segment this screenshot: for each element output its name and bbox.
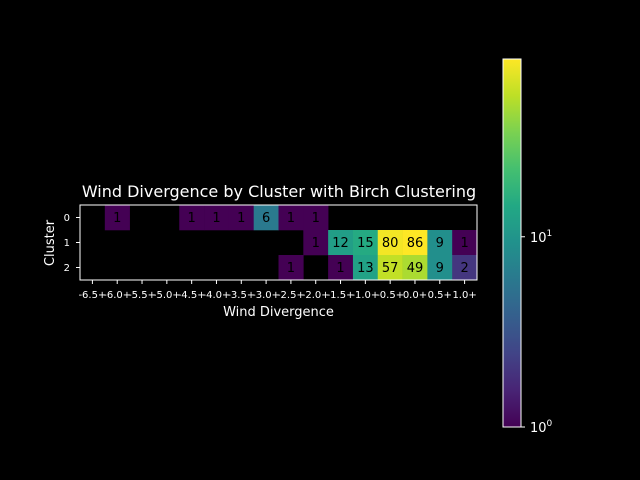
colorbar-tick-label: 101 bbox=[530, 229, 552, 246]
x-tick-label: 0.0+ bbox=[403, 290, 427, 301]
cell-value-label: 57 bbox=[382, 261, 399, 276]
y-axis-ticks: 0 1 2 bbox=[64, 213, 80, 274]
x-axis-ticks: -6.5+-6.0+-5.5+-5.0+-4.5+-4.0+-3.5+-3.0+… bbox=[78, 280, 477, 301]
heatmap-cell bbox=[427, 255, 453, 281]
heatmap-cell bbox=[452, 230, 478, 256]
heatmap-cell bbox=[377, 230, 403, 256]
x-tick-label: -1.5+ bbox=[327, 290, 355, 301]
colorbar bbox=[502, 58, 522, 428]
cell-value-label: 12 bbox=[332, 236, 349, 251]
heatmap-cell bbox=[303, 205, 329, 231]
y-tick-label: 1 bbox=[64, 238, 70, 249]
heatmap-cell bbox=[352, 255, 379, 281]
x-tick-label: -4.5+ bbox=[178, 290, 206, 301]
cell-value-label: 49 bbox=[407, 261, 424, 276]
cell-value-label: 9 bbox=[436, 261, 444, 276]
x-tick-label: -6.0+ bbox=[103, 290, 131, 301]
cell-value-label: 2 bbox=[460, 261, 468, 276]
colorbar-tick-label: 100 bbox=[530, 419, 553, 436]
cell-value-label: 1 bbox=[188, 211, 196, 226]
cell-value-label: 6 bbox=[262, 211, 270, 226]
heatmap-cell bbox=[253, 205, 279, 231]
y-tick-label: 0 bbox=[64, 213, 70, 224]
heatmap-cell bbox=[377, 255, 403, 281]
x-tick-label: -5.5+ bbox=[128, 290, 156, 301]
cell-value-label: 1 bbox=[312, 236, 320, 251]
cell-value-label: 1 bbox=[113, 211, 121, 226]
y-axis-label: Cluster bbox=[43, 219, 58, 266]
heatmap-cell bbox=[278, 205, 304, 231]
heatmap-cell bbox=[303, 230, 329, 256]
x-tick-label: 1.0+ bbox=[452, 290, 476, 301]
cell-value-label: 9 bbox=[436, 236, 444, 251]
x-tick-label: -3.5+ bbox=[227, 290, 255, 301]
x-tick-label: -2.0+ bbox=[302, 290, 330, 301]
heatmap-cell bbox=[278, 255, 304, 281]
x-axis-label: Wind Divergence bbox=[223, 305, 334, 320]
y-tick-label: 2 bbox=[64, 263, 70, 274]
heatmap-cell bbox=[328, 230, 354, 256]
cell-value-label: 86 bbox=[407, 236, 424, 251]
x-tick-label: -4.0+ bbox=[203, 290, 231, 301]
heatmap-cell bbox=[104, 205, 130, 231]
heatmap-cell bbox=[228, 205, 254, 231]
cell-value-label: 1 bbox=[460, 236, 468, 251]
cell-value-label: 80 bbox=[382, 236, 399, 251]
x-tick-label: -5.0+ bbox=[153, 290, 181, 301]
x-tick-label: -2.5+ bbox=[277, 290, 305, 301]
chart-title: Wind Divergence by Cluster with Birch Cl… bbox=[82, 182, 476, 201]
x-tick-label: -0.5+ bbox=[376, 290, 404, 301]
colorbar-ticks: 100 101 bbox=[521, 229, 553, 436]
heatmap-cell bbox=[402, 255, 428, 281]
cell-value-label: 1 bbox=[287, 261, 295, 276]
heatmap-cell bbox=[452, 255, 478, 281]
x-tick-label: -3.0+ bbox=[252, 290, 280, 301]
heatmap-cell bbox=[402, 230, 428, 256]
cell-value-label: 1 bbox=[287, 211, 295, 226]
cell-value-label: 1 bbox=[237, 211, 245, 226]
cell-value-label: 15 bbox=[357, 236, 374, 251]
heatmap-cell bbox=[352, 230, 379, 256]
heatmap-cell bbox=[328, 255, 354, 281]
heatmap-cell bbox=[179, 205, 205, 231]
cell-value-label: 1 bbox=[336, 261, 344, 276]
heatmap-cell bbox=[427, 230, 453, 256]
x-tick-label: -1.0+ bbox=[351, 290, 379, 301]
cell-value-label: 1 bbox=[312, 211, 320, 226]
cell-value-label: 13 bbox=[357, 261, 374, 276]
heatmap-cells: 1 1 1 1 6 1 11 12 15 80 86 9 11 1 13 57 49 9 2 bbox=[104, 205, 478, 281]
heatmap-cell bbox=[204, 205, 230, 231]
x-tick-label: -6.5+ bbox=[78, 290, 106, 301]
x-tick-label: 0.5+ bbox=[428, 290, 452, 301]
cell-value-label: 1 bbox=[212, 211, 220, 226]
